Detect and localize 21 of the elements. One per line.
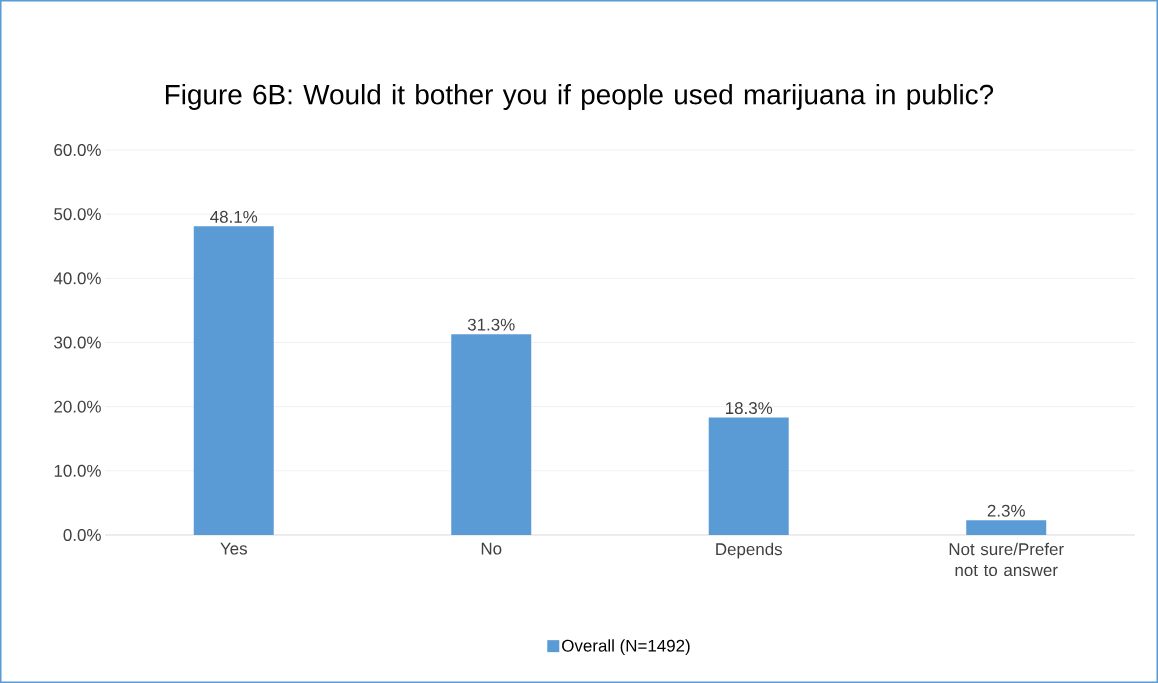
data-label: 31.3% [467,318,515,331]
y-tick-label: 0.0% [63,528,101,541]
bar [451,334,532,535]
bar [193,226,274,535]
y-tick-label: 60.0% [54,143,101,156]
data-label: 2.3% [987,504,1025,517]
data-label: 18.3% [726,402,773,415]
y-tick-label: 40.0% [53,272,101,285]
x-tick-label: Yes [220,542,247,555]
y-tick-label: 50.0% [54,208,101,221]
bar [966,520,1047,535]
x-tick-label: No [481,542,502,555]
x-tick-label: Not sure/Prefer not to answer [949,542,1064,577]
chart-title: Figure 6B: Would it bother you if people used marijuana in public? [165,84,994,110]
x-tick-label: Depends [716,542,782,559]
legend-label: Overall (N=1492) [562,639,690,656]
bar [708,417,789,535]
y-tick-label: 10.0% [54,464,101,477]
y-tick-label: 30.0% [54,336,101,349]
data-label: 48.1% [210,210,258,223]
y-tick-label: 20.0% [54,400,101,413]
